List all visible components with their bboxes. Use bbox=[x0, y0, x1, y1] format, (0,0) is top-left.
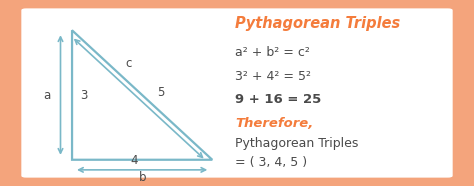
Text: Pythagorean Triples: Pythagorean Triples bbox=[235, 16, 400, 31]
Text: a: a bbox=[43, 89, 50, 102]
Text: Therefore,: Therefore, bbox=[235, 117, 313, 130]
Text: Pythagorean Triples: Pythagorean Triples bbox=[235, 137, 358, 150]
Text: c: c bbox=[125, 57, 132, 70]
Text: 9 + 16 = 25: 9 + 16 = 25 bbox=[235, 93, 321, 106]
Text: 4: 4 bbox=[130, 154, 137, 167]
Text: 3: 3 bbox=[80, 89, 87, 102]
Text: 5: 5 bbox=[157, 86, 164, 99]
Text: 3² + 4² = 5²: 3² + 4² = 5² bbox=[235, 70, 311, 83]
Text: = ( 3, 4, 5 ): = ( 3, 4, 5 ) bbox=[235, 156, 307, 169]
Text: b: b bbox=[138, 171, 146, 185]
Text: a² + b² = c²: a² + b² = c² bbox=[235, 46, 310, 59]
